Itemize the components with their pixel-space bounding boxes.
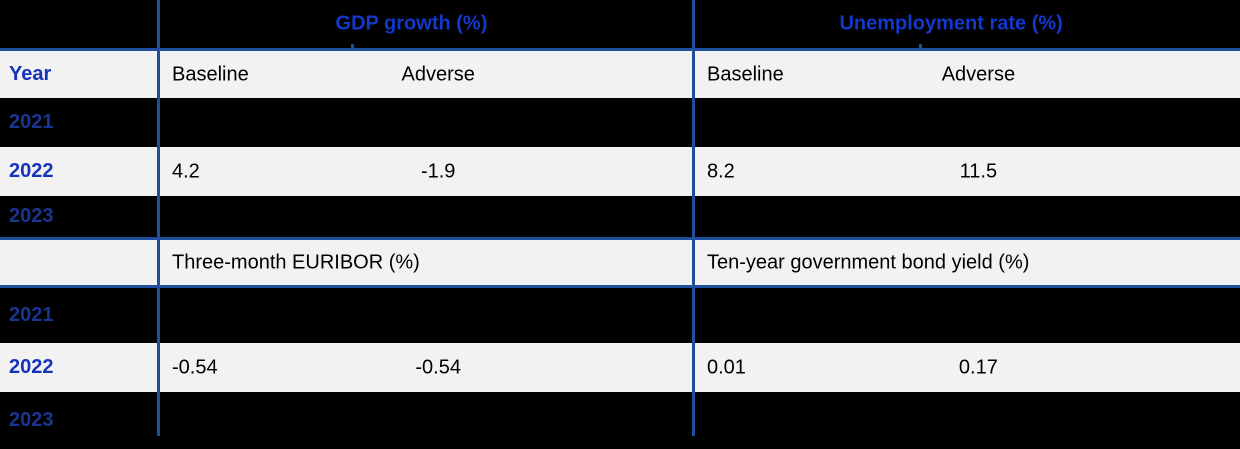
redacted-cell [160, 196, 695, 237]
empty-cell [0, 240, 160, 285]
redacted-cell [695, 98, 1240, 147]
bond-yield-values-cell: 0.01 0.17 [695, 343, 1240, 392]
section-header-row: Three-month EURIBOR (%) Ten-year governm… [0, 237, 1240, 288]
gdp-group-title: GDP growth (%) [335, 12, 488, 35]
table-row-2021-top: 2021 [0, 98, 1240, 147]
year-header-label: Year [9, 63, 52, 85]
year-cell: 2021 [0, 288, 160, 343]
redacted-cell [160, 392, 695, 449]
gdp-baseline-label: Baseline [172, 63, 249, 85]
gdp-subheader-cell: Baseline Adverse [160, 51, 695, 98]
year-cell: 2022 [0, 343, 160, 392]
euribor-title: Three-month EURIBOR (%) [172, 251, 420, 273]
euribor-values-cell: -0.54 -0.54 [160, 343, 695, 392]
year-label: 2021 [9, 304, 54, 326]
tick-mark [351, 44, 354, 49]
year-label: 2022 [9, 356, 54, 378]
unemployment-values-cell: 8.2 11.5 [695, 147, 1240, 196]
unemployment-group-title: Unemployment rate (%) [839, 12, 1063, 35]
gdp-adverse-value: -1.9 [420, 160, 456, 182]
year-cell: 2023 [0, 196, 160, 237]
euribor-adverse-value: -0.54 [415, 356, 461, 378]
redacted-cell [695, 196, 1240, 237]
table-row-2022-bottom: 2022 -0.54 -0.54 0.01 0.17 [0, 343, 1240, 392]
redacted-cell [695, 392, 1240, 449]
euribor-baseline-value: -0.54 [172, 356, 218, 378]
unemployment-subheader-cell: Baseline Adverse [695, 51, 1240, 98]
euribor-header-cell: Three-month EURIBOR (%) [160, 240, 695, 285]
unemployment-adverse-value: 11.5 [959, 160, 998, 182]
group-header-row: GDP growth (%) Unemployment rate (%) [0, 0, 1240, 51]
year-header-cell: Year [0, 51, 160, 98]
unemployment-group-header-cell: Unemployment rate (%) [695, 0, 1240, 48]
table-row-2022-top: 2022 4.2 -1.9 8.2 11.5 [0, 147, 1240, 196]
tick-mark [919, 44, 922, 49]
year-cell: 2023 [0, 392, 160, 449]
gdp-group-header-cell: GDP growth (%) [160, 0, 695, 48]
gdp-adverse-label: Adverse [401, 63, 475, 85]
subheader-row: Year Baseline Adverse Baseline Adverse [0, 51, 1240, 98]
table-row-2023-top: 2023 [0, 196, 1240, 237]
bond-yield-adverse-value: 0.17 [958, 356, 998, 378]
bond-yield-header-cell: Ten-year government bond yield (%) [695, 240, 1240, 285]
table-row-2021-bottom: 2021 [0, 288, 1240, 343]
unemployment-baseline-label: Baseline [707, 63, 784, 85]
year-label: 2023 [9, 409, 54, 431]
redacted-cell [160, 98, 695, 147]
unemployment-adverse-label: Adverse [941, 63, 1016, 85]
column-divider [157, 0, 160, 436]
year-cell: 2022 [0, 147, 160, 196]
redacted-cell [695, 288, 1240, 343]
year-label: 2022 [9, 160, 54, 182]
bond-yield-baseline-value: 0.01 [707, 356, 746, 378]
bond-yield-title: Ten-year government bond yield (%) [707, 251, 1030, 273]
table-row-2023-bottom: 2023 [0, 392, 1240, 449]
year-label: 2021 [9, 111, 54, 133]
column-divider [692, 0, 695, 436]
redacted-cell [160, 288, 695, 343]
year-label: 2023 [9, 205, 54, 227]
gdp-values-cell: 4.2 -1.9 [160, 147, 695, 196]
unemployment-baseline-value: 8.2 [707, 160, 735, 182]
corner-cell [0, 0, 160, 48]
year-cell: 2021 [0, 98, 160, 147]
gdp-baseline-value: 4.2 [172, 160, 200, 182]
